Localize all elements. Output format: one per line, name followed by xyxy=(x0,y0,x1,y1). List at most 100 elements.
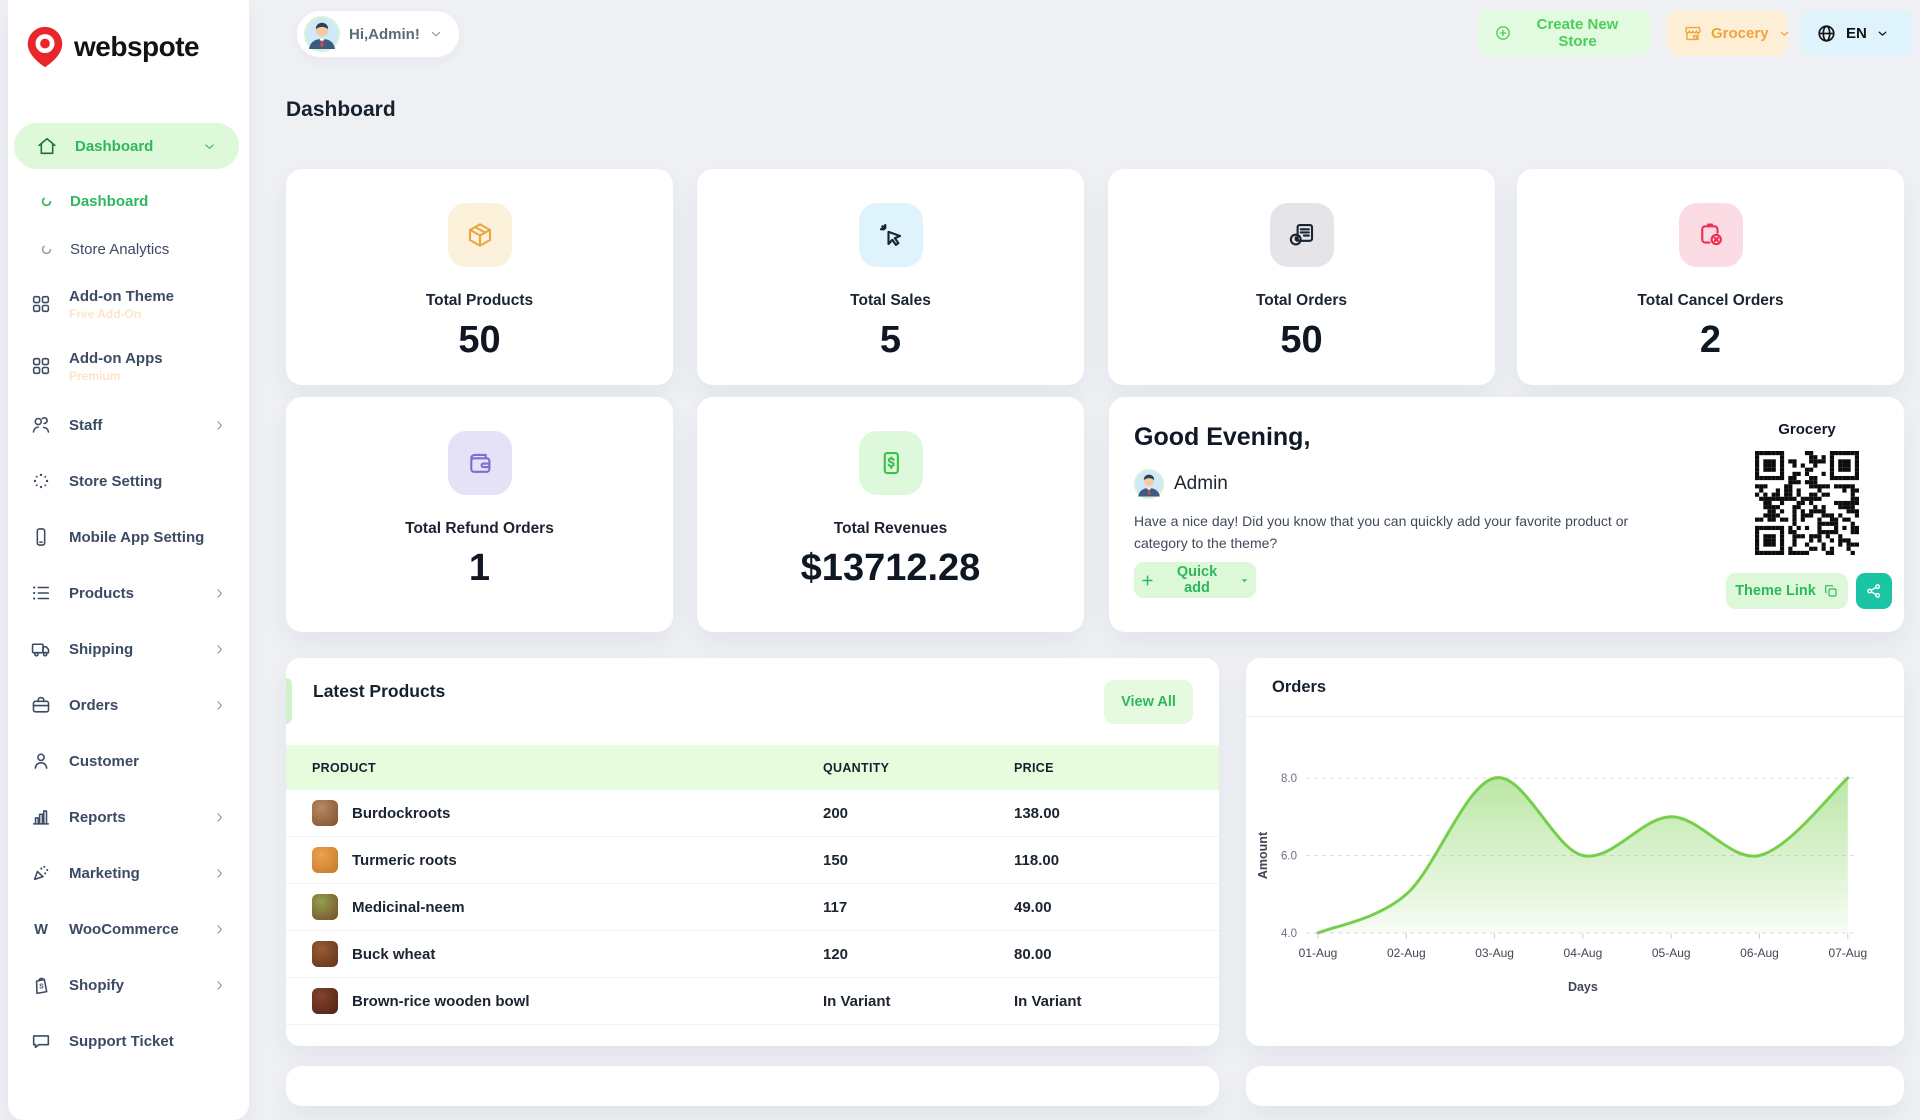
sidebar-item-orders[interactable]: Orders xyxy=(8,677,249,733)
product-quantity: 150 xyxy=(823,851,849,869)
avatar xyxy=(1134,469,1164,499)
woocommerce-icon: W xyxy=(30,918,52,940)
chevron-right-icon xyxy=(212,586,227,601)
cursor-click-icon xyxy=(858,203,923,267)
chevron-right-icon xyxy=(212,642,227,657)
stat-card-total-refund-orders: Total Refund Orders 1 xyxy=(286,397,673,632)
sidebar-item-shipping[interactable]: Shipping xyxy=(8,621,249,677)
chevron-right-icon xyxy=(212,978,227,993)
sidebar-item-products[interactable]: Products xyxy=(8,565,249,621)
brand-name: webspote xyxy=(74,31,200,62)
stat-card-total-revenues: Total Revenues $13712.28 xyxy=(697,397,1084,632)
svg-text:04-Aug: 04-Aug xyxy=(1564,946,1603,960)
sidebar-item-woocommerce[interactable]: W WooCommerce xyxy=(8,901,249,957)
sidebar-item-add-on-theme[interactable]: Add-on Theme Free Add-On xyxy=(8,273,249,335)
sidebar-item-dashboard[interactable]: Dashboard xyxy=(14,123,239,169)
sidebar-item-shopify[interactable]: S Shopify xyxy=(8,957,249,1013)
stat-value: 50 xyxy=(1280,319,1323,361)
home-icon xyxy=(36,135,58,157)
user-menu-button[interactable]: Hi,Admin! xyxy=(296,10,460,58)
svg-text:6.0: 6.0 xyxy=(1281,851,1297,863)
chevron-right-icon xyxy=(212,922,227,937)
stat-value: 1 xyxy=(468,547,491,589)
sidebar-item-staff[interactable]: Staff xyxy=(8,397,249,453)
greeting-title: Good Evening, xyxy=(1134,423,1311,451)
truck-icon xyxy=(30,638,52,660)
product-price: 138.00 xyxy=(1014,804,1060,822)
copy-icon xyxy=(1823,583,1839,599)
latest-products-title: Latest Products xyxy=(313,681,446,701)
loader-bullet-icon xyxy=(40,243,53,256)
language-label: EN xyxy=(1846,24,1867,42)
next-section-card-right xyxy=(1246,1066,1904,1106)
stat-value: 50 xyxy=(458,319,501,361)
stat-label: Total Cancel Orders xyxy=(1637,292,1784,309)
sidebar-item-mobile-app-setting[interactable]: Mobile App Setting xyxy=(8,509,249,565)
storefront-icon xyxy=(1683,24,1702,43)
theme-link-label: Theme Link xyxy=(1735,583,1816,599)
users-icon xyxy=(30,414,52,436)
theme-link-button[interactable]: Theme Link xyxy=(1726,573,1848,609)
grid-icon xyxy=(30,355,52,377)
svg-text:07-Aug: 07-Aug xyxy=(1828,946,1867,960)
sidebar-item-dashboard[interactable]: Dashboard xyxy=(8,177,249,225)
product-quantity: 200 xyxy=(823,804,849,822)
orders-area-chart: 8.0 6.0 4.0 01-Aug 02-Aug 03-Aug 04-Aug 05-Aug… xyxy=(1251,724,1899,1034)
sidebar-item-store-analytics[interactable]: Store Analytics xyxy=(8,225,249,273)
svg-text:06-Aug: 06-Aug xyxy=(1740,946,1779,960)
chevron-down-icon xyxy=(429,27,443,41)
svg-text:W: W xyxy=(34,922,48,938)
stat-value: $13712.28 xyxy=(800,547,981,589)
chevron-right-icon xyxy=(212,418,227,433)
sidebar-item-add-on-apps[interactable]: Add-on Apps Premium xyxy=(8,335,249,397)
chevron-down-icon xyxy=(202,139,217,154)
plus-icon xyxy=(1140,573,1155,588)
share-button[interactable] xyxy=(1856,573,1892,609)
card-accent xyxy=(286,678,292,724)
product-quantity: 117 xyxy=(823,898,848,916)
sidebar-item-customer[interactable]: Customer xyxy=(8,733,249,789)
package-icon xyxy=(447,203,512,267)
stat-value: 5 xyxy=(879,319,902,361)
grid-icon xyxy=(30,293,52,315)
chevron-right-icon xyxy=(212,810,227,825)
shopify-icon: S xyxy=(30,974,52,996)
orders-chart-title: Orders xyxy=(1272,678,1327,696)
create-new-store-button[interactable]: Create New Store xyxy=(1478,10,1650,56)
spinner-dots-icon xyxy=(30,470,52,492)
sidebar-item-store-setting[interactable]: Store Setting xyxy=(8,453,249,509)
page-title: Dashboard xyxy=(286,98,396,121)
table-row: Medicinal-neem 117 49.00 xyxy=(286,884,1219,931)
sidebar-item-reports[interactable]: Reports xyxy=(8,789,249,845)
product-name: Burdockroots xyxy=(352,804,451,822)
sidebar-item-marketing[interactable]: Marketing xyxy=(8,845,249,901)
divider xyxy=(1246,716,1904,717)
greeting-message: Have a nice day! Did you know that you c… xyxy=(1134,513,1629,551)
qr-store-name: Grocery xyxy=(1778,421,1836,438)
globe-icon xyxy=(1816,23,1837,44)
product-name: Turmeric roots xyxy=(352,851,457,869)
order-history-icon xyxy=(1269,203,1334,267)
product-image xyxy=(312,894,338,920)
column-header-quantity: QUANTITY xyxy=(823,760,890,775)
product-name: Medicinal-neem xyxy=(352,898,465,916)
order-cancel-icon xyxy=(1678,203,1743,267)
smartphone-icon xyxy=(30,526,52,548)
quick-add-button[interactable]: Quick add xyxy=(1134,562,1256,598)
ticket-icon xyxy=(30,1030,52,1052)
product-name: Buck wheat xyxy=(352,945,436,963)
svg-text:4.0: 4.0 xyxy=(1281,928,1297,940)
sidebar-item-support-ticket[interactable]: Support Ticket xyxy=(8,1013,249,1069)
view-all-button[interactable]: View All xyxy=(1104,680,1193,724)
stat-card-total-sales: Total Sales 5 xyxy=(697,169,1084,385)
stat-card-total-products: Total Products 50 xyxy=(286,169,673,385)
megaphone-icon xyxy=(30,862,52,884)
store-selector-button[interactable]: Grocery xyxy=(1667,10,1788,56)
product-price: 80.00 xyxy=(1014,945,1052,963)
qr-code xyxy=(1755,451,1859,555)
language-selector-button[interactable]: EN xyxy=(1800,10,1913,56)
quick-add-label: Quick add xyxy=(1176,564,1218,596)
brand-logo[interactable]: webspote xyxy=(8,0,249,70)
wallet-icon xyxy=(447,431,512,495)
product-price: 118.00 xyxy=(1014,851,1060,869)
